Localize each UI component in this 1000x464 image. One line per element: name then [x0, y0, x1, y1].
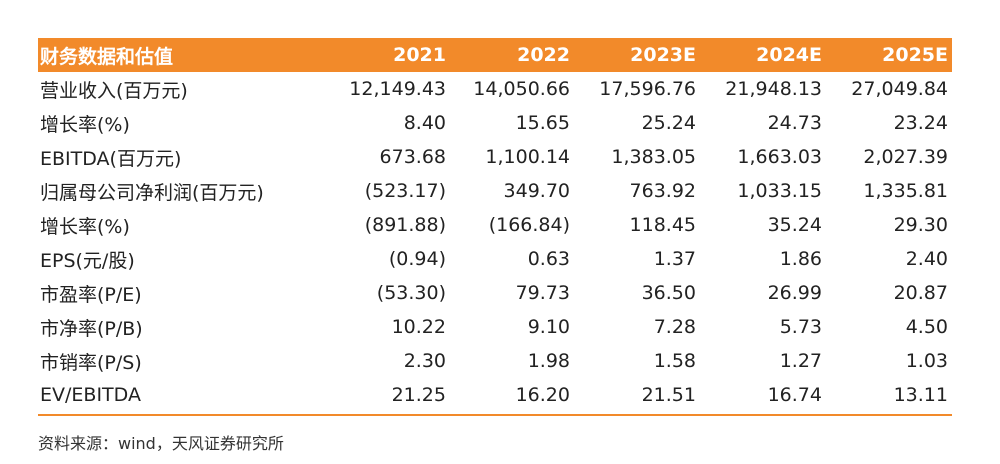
- row-label: 归属母公司净利润(百万元): [40, 181, 264, 204]
- table-cell: 21.51: [641, 384, 696, 406]
- row-label: EBITDA(百万元): [40, 147, 182, 170]
- table-body: 营业收入(百万元) 12,149.43 14,050.66 17,596.76 …: [38, 72, 952, 412]
- table-cell: 26.99: [767, 282, 822, 304]
- table-cell: 5.73: [779, 316, 822, 338]
- table-cell: 16.74: [767, 384, 822, 406]
- table-cell: 1,033.15: [737, 180, 822, 202]
- table-cell: 21.25: [391, 384, 446, 406]
- table-row: EV/EBITDA 21.25 16.20 21.51 16.74 13.11: [38, 378, 952, 412]
- table-row: EBITDA(百万元) 673.68 1,100.14 1,383.05 1,6…: [38, 140, 952, 174]
- row-label: EPS(元/股): [40, 249, 135, 272]
- table-row: 市盈率(P/E) (53.30) 79.73 36.50 26.99 20.87: [38, 276, 952, 310]
- table-cell: 1,335.81: [863, 180, 948, 202]
- table-cell: 1.37: [653, 248, 696, 270]
- table-row: 市销率(P/S) 2.30 1.98 1.58 1.27 1.03: [38, 344, 952, 378]
- header-year-2023e: 2023E: [630, 44, 696, 66]
- table-cell: 27,049.84: [851, 78, 948, 100]
- table-cell: 29.30: [893, 214, 948, 236]
- table-cell: 10.22: [391, 316, 446, 338]
- table-row: 增长率(%) 8.40 15.65 25.24 24.73 23.24: [38, 106, 952, 140]
- table-cell: (523.17): [364, 180, 446, 202]
- table-cell: 1.27: [779, 350, 822, 372]
- table-row: 归属母公司净利润(百万元) (523.17) 349.70 763.92 1,0…: [38, 174, 952, 208]
- table-row: EPS(元/股) (0.94) 0.63 1.37 1.86 2.40: [38, 242, 952, 276]
- row-label: 增长率(%): [40, 215, 130, 238]
- table-cell: 36.50: [641, 282, 696, 304]
- source-note: 资料来源：wind，天风证券研究所: [38, 434, 284, 453]
- table-row: 市净率(P/B) 10.22 9.10 7.28 5.73 4.50: [38, 310, 952, 344]
- table-cell: 0.63: [527, 248, 570, 270]
- row-label: 营业收入(百万元): [40, 79, 188, 102]
- header-title: 财务数据和估值: [40, 45, 174, 68]
- header-row: 财务数据和估值 2021 2022 2023E 2024E 2025E: [38, 38, 952, 72]
- table-cell: 16.20: [515, 384, 570, 406]
- table-row: 营业收入(百万元) 12,149.43 14,050.66 17,596.76 …: [38, 72, 952, 106]
- table-cell: 24.73: [767, 112, 822, 134]
- table-cell: 8.40: [403, 112, 446, 134]
- table-cell: 673.68: [379, 146, 446, 168]
- table-cell: (53.30): [376, 282, 446, 304]
- table-cell: 15.65: [515, 112, 570, 134]
- table-cell: 2,027.39: [863, 146, 948, 168]
- table-cell: 9.10: [527, 316, 570, 338]
- table-cell: 1.86: [779, 248, 822, 270]
- table-cell: 2.40: [905, 248, 948, 270]
- table-cell: 349.70: [503, 180, 570, 202]
- row-label: EV/EBITDA: [40, 384, 141, 406]
- table-cell: 14,050.66: [473, 78, 570, 100]
- table-cell: 1.98: [527, 350, 570, 372]
- table-cell: 763.92: [629, 180, 696, 202]
- table-cell: 20.87: [893, 282, 948, 304]
- table-cell: 1,663.03: [737, 146, 822, 168]
- table-cell: 17,596.76: [599, 78, 696, 100]
- header-year-2022: 2022: [517, 44, 570, 66]
- table-cell: (0.94): [388, 248, 446, 270]
- header-year-2025e: 2025E: [882, 44, 948, 66]
- table-cell: 2.30: [403, 350, 446, 372]
- row-label: 市销率(P/S): [40, 351, 142, 374]
- table-cell: 1.03: [905, 350, 948, 372]
- table-row: 增长率(%) (891.88) (166.84) 118.45 35.24 29…: [38, 208, 952, 242]
- row-label: 增长率(%): [40, 113, 130, 136]
- table-cell: 25.24: [641, 112, 696, 134]
- table-cell: 1.58: [653, 350, 696, 372]
- table-cell: 4.50: [905, 316, 948, 338]
- header-year-2021: 2021: [393, 44, 446, 66]
- table-cell: 7.28: [653, 316, 696, 338]
- row-label: 市净率(P/B): [40, 317, 143, 340]
- table-cell: 79.73: [515, 282, 570, 304]
- table-cell: (166.84): [488, 214, 570, 236]
- table-header: 财务数据和估值 2021 2022 2023E 2024E 2025E: [38, 38, 952, 72]
- header-year-2024e: 2024E: [756, 44, 822, 66]
- row-label: 市盈率(P/E): [40, 283, 142, 306]
- table-cell: (891.88): [364, 214, 446, 236]
- table-cell: 21,948.13: [725, 78, 822, 100]
- financial-table-container: 财务数据和估值 2021 2022 2023E 2024E 2025E 营业收入…: [38, 38, 952, 412]
- table-bottom-rule: [38, 414, 952, 416]
- table-cell: 13.11: [893, 384, 948, 406]
- table-cell: 23.24: [893, 112, 948, 134]
- table-cell: 35.24: [767, 214, 822, 236]
- table-cell: 12,149.43: [349, 78, 446, 100]
- financial-table: 财务数据和估值 2021 2022 2023E 2024E 2025E 营业收入…: [38, 38, 952, 412]
- table-cell: 1,383.05: [611, 146, 696, 168]
- table-cell: 1,100.14: [485, 146, 570, 168]
- table-cell: 118.45: [629, 214, 696, 236]
